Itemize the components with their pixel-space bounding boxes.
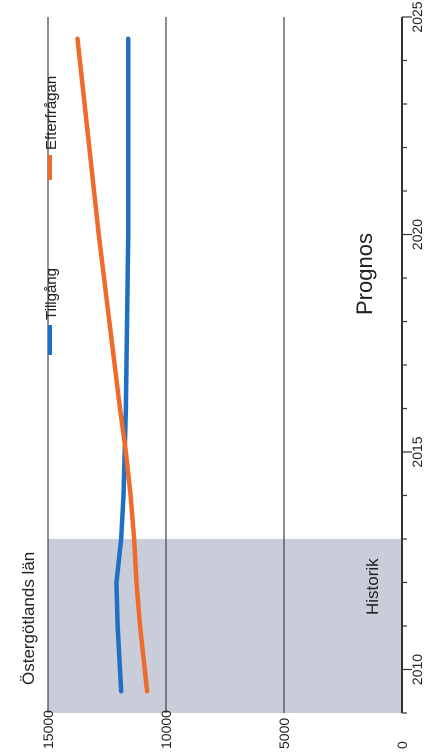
y-tick-label: 0 [394, 741, 410, 749]
legend-label-tillgang: Tillgång [43, 268, 60, 320]
legend: Tillgång Efterfrågan [43, 76, 60, 355]
y-tick-label: 15000 [40, 710, 56, 749]
y-tick-label: 5000 [276, 718, 292, 749]
y-tick-label: 10000 [158, 710, 174, 749]
gridlines [47, 17, 285, 713]
x-tick-label: 2020 [409, 219, 425, 250]
series-line-0 [114, 36, 131, 694]
historic-band [48, 539, 402, 713]
x-tick-label: 2025 [409, 1, 425, 32]
series-lines [75, 36, 150, 694]
rotated-chart-group: 2010 2015 2020 2025 0 5000 10000 15000 Östergö… [19, 1, 425, 749]
historic-label: Historik [363, 558, 382, 615]
legend-label-efterfragan: Efterfrågan [43, 76, 60, 150]
x-tick-label: 2010 [409, 654, 425, 685]
forecast-label: Prognos [352, 233, 377, 315]
x-tick-label: 2015 [409, 436, 425, 467]
series-line-1 [75, 36, 150, 694]
y-ticks: 0 5000 10000 15000 [40, 710, 410, 749]
chart-title: Östergötlands län [19, 552, 38, 685]
x-ticks: 2010 2015 2020 2025 [402, 1, 425, 714]
